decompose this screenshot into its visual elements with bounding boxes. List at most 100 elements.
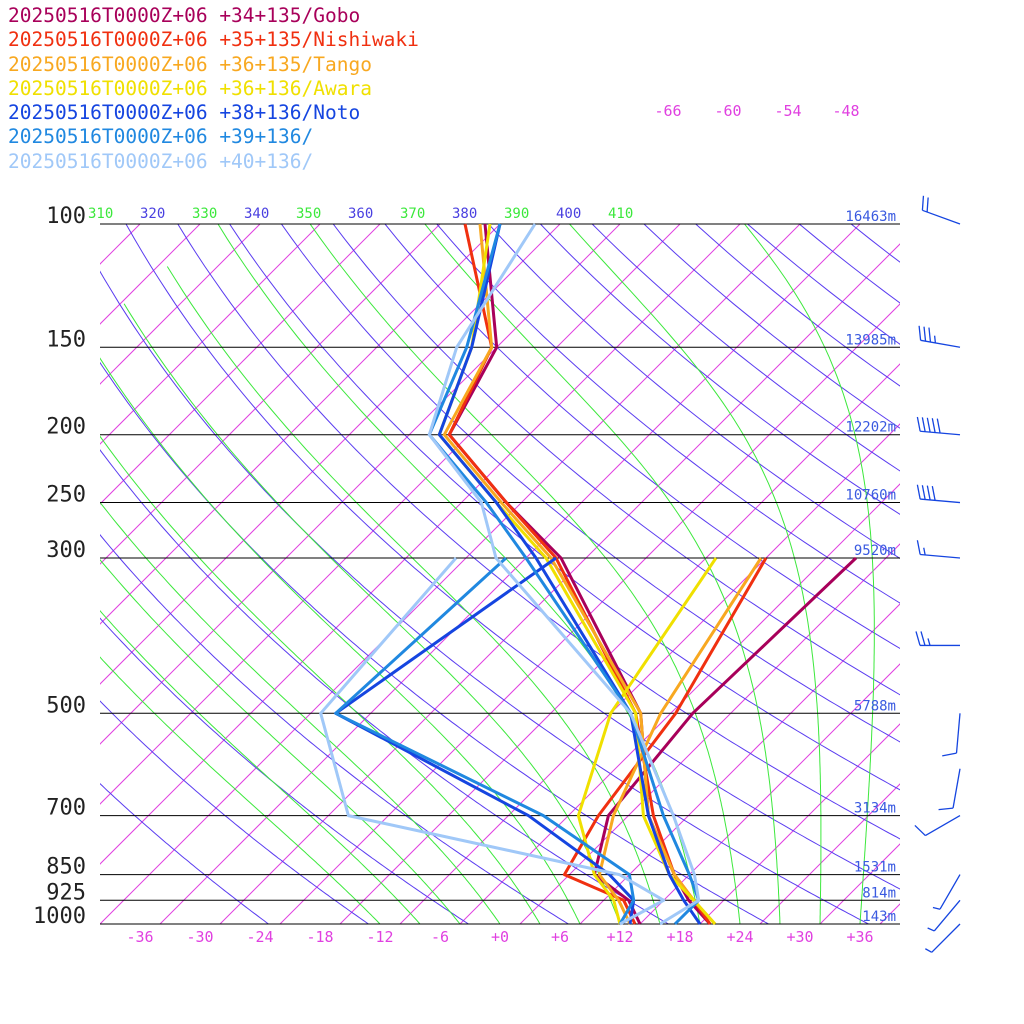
height-label: 5788m (854, 698, 896, 714)
wind-barb-staff (931, 923, 961, 953)
temperature-line (427, 223, 701, 926)
dry-adiabat (100, 783, 270, 924)
wind-barb (942, 713, 961, 757)
legend-entry: 20250516T0000Z+06 +34+135/Gobo (8, 4, 361, 27)
pressure-label: 300 (46, 538, 86, 563)
wind-barb-flag (926, 197, 929, 213)
theta-label: 350 (296, 206, 321, 222)
wind-barb-staff (925, 815, 961, 837)
isotherm (100, 224, 441, 565)
wind-barb-flag (921, 417, 926, 432)
wind-barb-flag (916, 416, 921, 432)
isotherm-lines (100, 224, 900, 924)
x-tick-label: +24 (726, 928, 753, 946)
moist-adiabat (100, 435, 541, 924)
wind-barb-staff (920, 553, 961, 559)
height-label: 9520m (854, 543, 896, 559)
wind-barb (927, 899, 961, 932)
top-temp-label: -48 (832, 102, 859, 120)
wind-barb-staff (952, 768, 961, 809)
sounding- (334, 223, 701, 926)
wind-barb-half-flag (925, 948, 933, 953)
wind-barb-staff (933, 899, 961, 932)
wind-barb-flag (914, 824, 926, 837)
wind-barb-flag (923, 326, 927, 342)
theta-label: 370 (400, 206, 425, 222)
wind-barb-staff (920, 339, 961, 348)
wind-barb-flag (936, 418, 941, 434)
isotherm (879, 903, 900, 924)
wind-barb-flag (926, 417, 931, 433)
wind-barb-flag (915, 631, 921, 646)
x-tick-label: -30 (186, 928, 213, 946)
dry-adiabat (177, 224, 900, 840)
x-tick-label: -18 (306, 928, 333, 946)
moist-adiabat (217, 224, 701, 924)
isotherm (759, 783, 900, 924)
moist-adiabat (166, 266, 661, 924)
wind-barb (932, 874, 961, 910)
dewpoint-line (562, 557, 768, 925)
wind-barb (921, 195, 961, 225)
wind-barb (915, 631, 960, 647)
temperature-line (427, 223, 701, 926)
height-label: 10760m (845, 488, 896, 504)
dry-adiabat (280, 224, 900, 743)
temperature-line (437, 223, 702, 925)
dry-adiabat (694, 224, 900, 387)
wind-barb-flag (916, 540, 921, 555)
legend-entry: 20250516T0000Z+06 +40+136/ (8, 149, 314, 173)
x-tick-label: +12 (606, 928, 633, 946)
sounding-tango (442, 223, 763, 926)
wind-barb-flag (942, 752, 957, 757)
dry-adiabat (798, 224, 900, 304)
isotherm (639, 663, 900, 924)
dewpoint-line (319, 557, 666, 926)
legend-entry: 20250516T0000Z+06 +38+136/Noto (8, 101, 361, 125)
pressure-label: 500 (46, 693, 86, 718)
pressure-label: 700 (46, 796, 86, 821)
wind-barb-staff (920, 498, 961, 504)
x-tick-label: -24 (246, 928, 273, 946)
wind-barb-flag (931, 418, 936, 433)
isotherm (100, 224, 621, 745)
isotherm (459, 483, 900, 924)
dry-adiabat (100, 270, 870, 924)
dry-adiabat (883, 208, 1024, 938)
legend-entry: 20250516T0000Z+06 +39+136/ (8, 125, 314, 149)
wind-barb-flag (928, 327, 932, 343)
wind-barb (916, 416, 961, 436)
moist-adiabat (100, 501, 501, 924)
moist-adiabat (100, 357, 581, 924)
wind-barb-flag (938, 807, 954, 811)
dry-adiabat (384, 224, 900, 650)
wind-barb-flag (931, 485, 936, 501)
wind-barb-flag (926, 485, 931, 501)
wind-barb (914, 815, 961, 837)
dry-adiabat (934, 208, 1024, 938)
dry-adiabat-lines (100, 208, 1024, 938)
wind-barb-half-flag (932, 906, 941, 910)
dry-adiabat (125, 224, 900, 890)
x-tick-label: +6 (551, 928, 569, 946)
isotherm (100, 224, 561, 685)
isotherm (100, 224, 381, 505)
theta-label: 310 (88, 206, 113, 222)
theta-label: 410 (608, 206, 633, 222)
theta-label: 380 (452, 206, 477, 222)
wind-barb-flag (916, 484, 921, 500)
height-label: 143m (862, 909, 896, 925)
moist-adiabat (100, 656, 381, 924)
sounding- (319, 223, 701, 926)
isotherm (699, 723, 900, 924)
top-temp-label: -66 (654, 102, 681, 120)
wind-barb (916, 540, 961, 559)
wind-barb-staff (920, 430, 961, 436)
moist-adiabat (100, 559, 461, 924)
isotherm (279, 303, 900, 924)
isotherm (339, 363, 900, 924)
dry-adiabat (229, 224, 900, 791)
isotherm (100, 224, 261, 385)
x-tick-label: +18 (666, 928, 693, 946)
wind-barb-staff (922, 209, 961, 225)
